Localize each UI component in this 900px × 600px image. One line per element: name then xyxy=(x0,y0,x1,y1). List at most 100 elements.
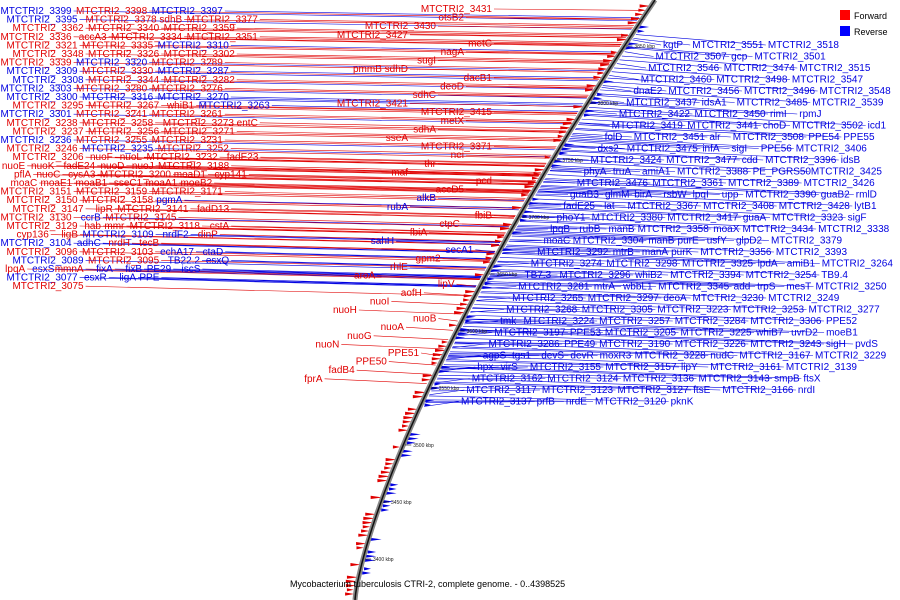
gene-label: alkB xyxy=(417,193,437,204)
leader-line xyxy=(219,234,501,242)
forward-gene-arrow xyxy=(407,407,418,411)
leader-line xyxy=(454,342,814,356)
leader-line xyxy=(490,273,814,287)
leader-line xyxy=(236,131,562,139)
legend-forward-label: Forward xyxy=(854,11,887,21)
reverse-gene-arrow xyxy=(550,164,562,168)
leader-line xyxy=(231,165,541,173)
gene-label: MTCTRI2_3103 xyxy=(82,247,154,258)
gene-label: MTCTRI2_3428 xyxy=(779,201,851,212)
forward-gene-arrow xyxy=(474,273,486,277)
gene-label: MTCTRI2_3321 xyxy=(6,40,78,51)
gene-label: MTCTRI2_3393 xyxy=(776,247,848,258)
leader-line xyxy=(476,297,511,301)
leader-line xyxy=(172,174,536,183)
reverse-gene-arrow xyxy=(440,365,451,369)
gene-label: trpS xyxy=(757,282,776,293)
leader-line xyxy=(495,265,744,276)
gene-label: PPE54 xyxy=(808,132,840,143)
leader-line xyxy=(461,328,854,345)
leader-line xyxy=(102,225,505,236)
gene-label: MTCTRI2_3390 xyxy=(745,190,817,201)
leader-line xyxy=(458,334,749,345)
forward-gene-arrow xyxy=(392,445,400,449)
leader-line xyxy=(572,133,632,138)
leader-line xyxy=(468,314,673,322)
gene-label: MTCTRI2_3287 xyxy=(158,66,230,77)
gene-label: esxS xyxy=(32,264,55,275)
gene-label: MTCTRI2_3155 xyxy=(530,362,602,373)
gene-label: tecB xyxy=(139,238,159,249)
gene-label: phyA xyxy=(584,167,607,178)
gene-label: nuoA xyxy=(381,322,405,333)
leader-line xyxy=(97,174,535,184)
leader-line xyxy=(431,389,540,392)
gene-label: MTCTRI2_3496 xyxy=(744,86,816,97)
gene-label: nuoB xyxy=(413,314,437,325)
gene-label: rmlD xyxy=(856,190,877,201)
gene-label: nuoH xyxy=(333,305,357,316)
gene-label: ligB xyxy=(61,230,78,241)
gene-label: MTCTRI2_3419 xyxy=(612,121,684,132)
forward-gene-arrow xyxy=(630,17,643,21)
gene-label: MTCTRI2_3431 xyxy=(421,4,493,15)
leader-line xyxy=(27,165,539,177)
reverse-gene-arrow xyxy=(492,264,504,268)
gene-label: MTCTRI2_3139 xyxy=(786,362,858,373)
leader-line xyxy=(201,260,487,268)
gene-label: MTCTRI2_3230 xyxy=(693,293,765,304)
leader-line xyxy=(85,260,485,271)
gene-label: nuoJ xyxy=(132,161,154,172)
gene-label: rhlE xyxy=(390,262,408,273)
leader-line xyxy=(466,318,598,322)
leader-line xyxy=(565,144,625,149)
leader-line xyxy=(62,174,534,185)
gene-label: wbbL1 xyxy=(622,282,653,293)
gene-label: rsbW xyxy=(663,190,687,201)
gene-label: fixA xyxy=(96,264,113,275)
leader-line xyxy=(219,156,546,165)
gene-label: MTCTRI2_3104 xyxy=(0,238,72,249)
gene-label: MTCTRI2_3425 xyxy=(811,167,883,178)
gene-label: esxQ xyxy=(206,255,230,266)
leader-line xyxy=(437,25,632,29)
leader-line xyxy=(79,122,566,133)
leader-line xyxy=(144,182,530,192)
leader-line xyxy=(358,309,462,315)
leader-line xyxy=(555,161,751,172)
leader-line xyxy=(442,367,773,379)
gene-label: tmk xyxy=(500,316,517,327)
leader-line xyxy=(85,285,471,297)
gene-label: PPE49 xyxy=(564,339,596,350)
forward-gene-arrow xyxy=(356,546,364,550)
gene-label: MTCTRI2_3323 xyxy=(772,213,844,224)
reverse-gene-arrow xyxy=(583,113,590,117)
forward-gene-arrow xyxy=(385,458,397,462)
gene-arrows xyxy=(345,4,651,596)
gene-label: sigH xyxy=(826,339,846,350)
gene-label: MTCTRI2_3282 xyxy=(164,75,236,86)
forward-gene-arrow xyxy=(503,222,514,226)
gene-label: MTCTRI2_3340 xyxy=(88,23,160,34)
leader-line xyxy=(452,346,738,356)
leader-line xyxy=(533,198,702,207)
gene-label: MTCTRI2_3129 xyxy=(6,221,78,232)
reverse-gene-arrow xyxy=(455,336,466,340)
leader-line xyxy=(465,17,638,20)
leader-line xyxy=(633,38,691,46)
leader-line xyxy=(567,141,701,149)
gene-label: glpD2 xyxy=(736,236,763,247)
leader-line xyxy=(465,51,616,55)
gene-label: MTCTRI2_3271 xyxy=(164,126,236,137)
gene-label: fixB xyxy=(125,264,142,275)
leader-line xyxy=(108,277,476,287)
leader-line xyxy=(437,377,796,391)
gene-label: MTCTRI2_3330 xyxy=(82,66,154,77)
gene-label: MTCTRI2_3303 xyxy=(0,83,72,94)
gene-label: MTCTRI2_3246 xyxy=(6,144,78,155)
leader-line xyxy=(505,247,640,253)
reverse-gene-arrow xyxy=(589,101,601,105)
gene-label: MTCTRI2_3515 xyxy=(799,63,871,74)
gene-label: fadB4 xyxy=(329,365,356,376)
forward-gene-arrow xyxy=(616,38,629,42)
